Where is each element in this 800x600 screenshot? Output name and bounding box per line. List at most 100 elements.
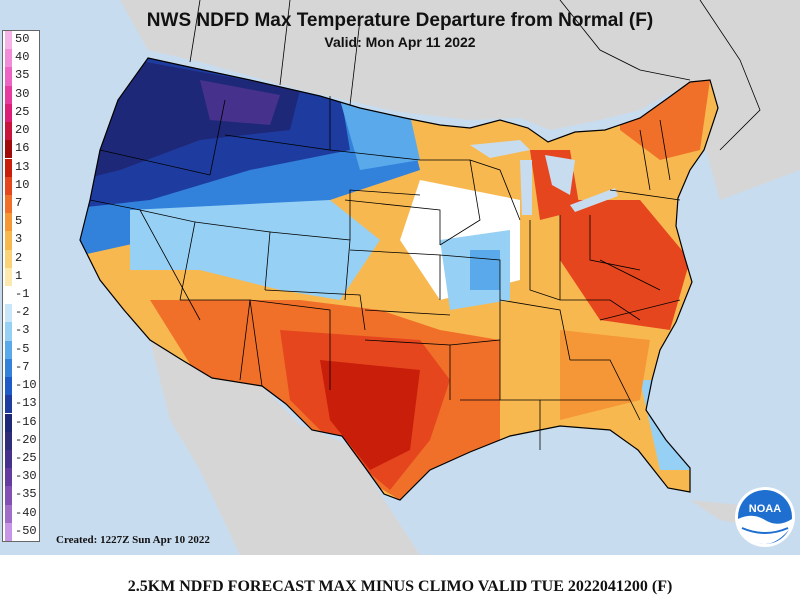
legend-swatch xyxy=(5,449,12,469)
legend-label: -5 xyxy=(15,341,30,356)
legend-swatch xyxy=(5,213,12,232)
legend-label: -13 xyxy=(15,396,37,411)
noaa-logo-text: NOAA xyxy=(749,503,781,515)
lake-michigan xyxy=(520,160,532,215)
legend-swatch xyxy=(5,31,12,50)
legend-label: 50 xyxy=(15,32,30,46)
noaa-logo-icon: NOAA xyxy=(735,487,795,547)
mexico-land xyxy=(150,340,420,555)
legend-entry: -25 xyxy=(3,449,39,469)
legend-swatch xyxy=(5,122,12,141)
legend-entry: -7 xyxy=(3,358,39,378)
valid-date: Valid: Mon Apr 11 2022 xyxy=(324,34,476,50)
lake-huron xyxy=(545,155,575,195)
legend-swatch xyxy=(5,468,12,487)
legend-label: -50 xyxy=(15,523,37,538)
legend-entry: 40 xyxy=(3,49,39,68)
legend-label: 3 xyxy=(15,232,23,247)
legend-swatch xyxy=(5,85,12,104)
legend-swatch xyxy=(5,249,12,268)
legend-entry: -40 xyxy=(3,504,39,523)
legend-entry: -2 xyxy=(3,304,39,323)
legend-label: 2 xyxy=(15,250,23,265)
legend-swatch xyxy=(5,158,12,177)
legend-label: -2 xyxy=(15,305,30,320)
legend-label: -10 xyxy=(15,378,37,393)
legend-swatch xyxy=(5,431,12,450)
legend-label: 7 xyxy=(15,195,23,210)
legend-swatch xyxy=(5,67,12,86)
state-borders xyxy=(89,96,681,450)
legend-label: 40 xyxy=(15,50,30,65)
legend-label: 16 xyxy=(15,141,30,156)
legend-swatch xyxy=(5,522,12,541)
legend-entry: -50 xyxy=(3,522,39,541)
temperature-departure-map xyxy=(0,0,800,555)
legend-entry: -16 xyxy=(3,413,39,432)
legend-entry: -20 xyxy=(3,431,39,450)
legend-swatch xyxy=(5,103,12,123)
legend-swatch xyxy=(5,49,12,68)
legend-label: -20 xyxy=(15,432,37,447)
color-legend: 50 40 35 30 25 20 16 13 10 7 5 3 2 1 -1 -2 -3 -5 -7 -10 -13 -… xyxy=(2,30,40,542)
legend-entry: 20 xyxy=(3,122,39,141)
legend-entry: 50 xyxy=(3,31,39,50)
legend-swatch xyxy=(5,413,12,432)
canada-borders xyxy=(189,0,761,151)
legend-entry: 30 xyxy=(3,85,39,104)
map-canvas xyxy=(0,0,800,555)
legend-label: -3 xyxy=(15,323,30,338)
legend-entry: 16 xyxy=(3,140,39,159)
legend-label: -30 xyxy=(15,469,37,484)
legend-entry: 1 xyxy=(3,267,39,286)
legend-label: 13 xyxy=(15,159,30,174)
legend-entry: 5 xyxy=(3,213,39,232)
legend-label: -25 xyxy=(15,450,37,465)
legend-entry: -3 xyxy=(3,322,39,341)
lake-erie xyxy=(570,188,618,212)
legend-entry: -5 xyxy=(3,340,39,359)
legend-entry: -30 xyxy=(3,468,39,487)
legend-swatch xyxy=(5,322,12,341)
legend-label: 20 xyxy=(15,123,30,138)
legend-swatch xyxy=(5,267,12,286)
legend-label: -35 xyxy=(15,487,37,502)
legend-entry: -1 xyxy=(3,286,39,305)
created-timestamp: Created: 1227Z Sun Apr 10 2022 xyxy=(56,534,210,546)
legend-swatch xyxy=(5,340,12,359)
legend-swatch xyxy=(5,231,12,250)
legend-entry: -10 xyxy=(3,377,39,396)
legend-entry: -35 xyxy=(3,486,39,505)
legend-swatch xyxy=(5,504,12,523)
conus-border xyxy=(79,57,719,501)
legend-label: -1 xyxy=(15,287,30,301)
legend-label: -7 xyxy=(15,359,30,374)
legend-label: 5 xyxy=(15,214,23,229)
legend-label: 30 xyxy=(15,86,30,101)
legend-entry: 3 xyxy=(3,231,39,250)
legend-swatch xyxy=(5,358,12,378)
legend-swatch xyxy=(5,176,12,195)
legend-entry: 13 xyxy=(3,158,39,177)
legend-swatch xyxy=(5,140,12,159)
legend-swatch xyxy=(5,194,12,214)
map-title: NWS NDFD Max Temperature Departure from … xyxy=(146,10,654,31)
legend-entry: 7 xyxy=(3,194,39,214)
lake-superior xyxy=(470,140,530,158)
legend-swatch xyxy=(5,486,12,505)
legend-label: 10 xyxy=(15,177,30,192)
legend-entry: 2 xyxy=(3,249,39,268)
legend-swatch xyxy=(5,286,12,305)
legend-label: -16 xyxy=(15,414,37,429)
legend-entry: 25 xyxy=(3,103,39,123)
legend-label: -40 xyxy=(15,505,37,520)
legend-swatch xyxy=(5,377,12,396)
footer-caption: 2.5KM NDFD FORECAST MAX MINUS CLIMO VALI… xyxy=(127,578,673,595)
legend-swatch xyxy=(5,304,12,323)
legend-entry: 35 xyxy=(3,67,39,86)
legend-label: 35 xyxy=(15,68,30,83)
legend-swatch xyxy=(5,395,12,414)
legend-entry: -13 xyxy=(3,395,39,414)
legend-entry: 10 xyxy=(3,176,39,195)
legend-label: 1 xyxy=(15,268,23,283)
